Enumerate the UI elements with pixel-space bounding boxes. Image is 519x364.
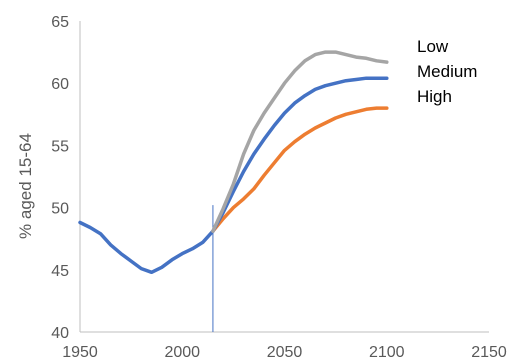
- x-tick-label: 2100: [369, 344, 405, 361]
- series-line-high: [211, 106, 389, 233]
- x-tick-labels: 1950 2000 2050 2100 2150: [62, 344, 507, 361]
- legend-entry-low: Low: [417, 37, 449, 56]
- y-tick-label: 45: [51, 263, 69, 280]
- series-lines: [78, 50, 389, 275]
- x-tick-label: 2150: [471, 344, 507, 361]
- legend-entry-high: High: [417, 87, 452, 106]
- y-tick-label: 65: [51, 14, 69, 31]
- legend: Low Medium High: [417, 37, 477, 106]
- history-line: [78, 220, 215, 275]
- x-tick-label: 2050: [267, 344, 303, 361]
- series-line-low: [211, 50, 389, 233]
- y-tick-label: 40: [51, 325, 69, 342]
- x-tick-label: 1950: [62, 344, 98, 361]
- y-tick-label: 55: [51, 138, 69, 155]
- y-axis-label: % aged 15-64: [16, 133, 35, 239]
- x-tick-label: 2000: [164, 344, 200, 361]
- series-line-medium: [211, 76, 389, 233]
- y-tick-label: 60: [51, 76, 69, 93]
- legend-entry-medium: Medium: [417, 62, 477, 81]
- y-tick-labels: 40 45 50 55 60 65: [51, 14, 69, 342]
- y-tick-label: 50: [51, 201, 69, 218]
